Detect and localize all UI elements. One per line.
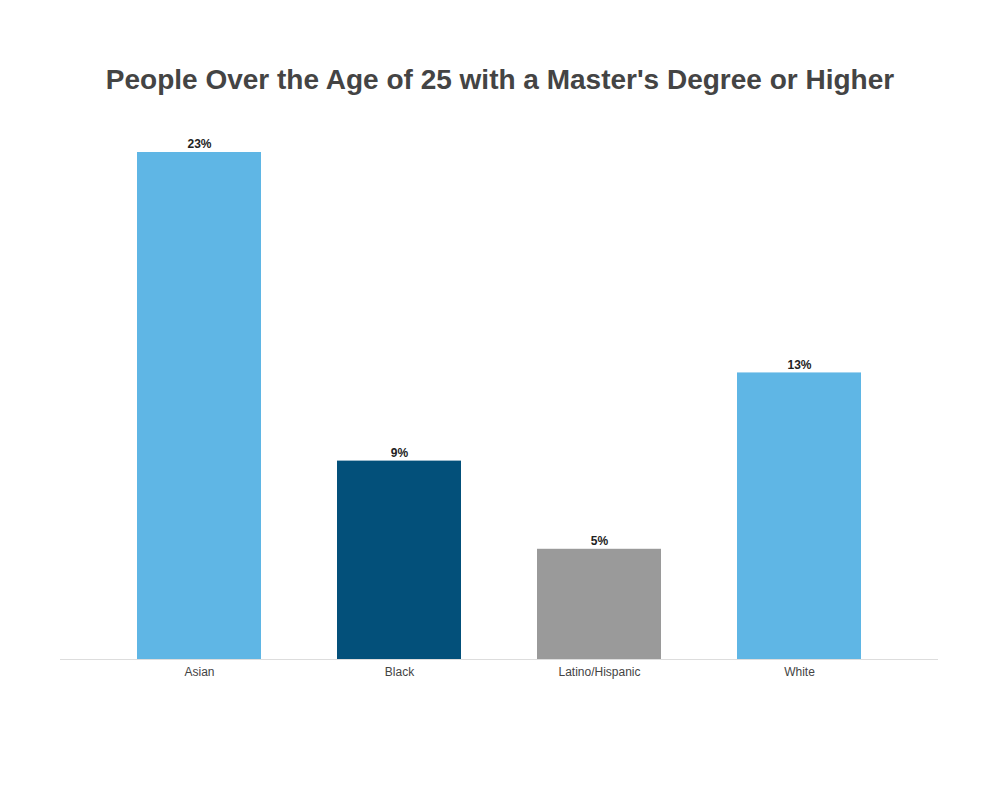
svg-text:White: White	[784, 665, 815, 679]
svg-text:5%: 5%	[591, 534, 609, 548]
svg-text:13%: 13%	[787, 358, 811, 372]
svg-text:Black: Black	[385, 665, 415, 679]
html-text:People Over the Age of 25 with: People Over the Age of 25 with a Master'…	[105, 64, 895, 95]
svg-text:Latino/Hispanic: Latino/Hispanic	[558, 665, 640, 679]
svg-text:Asian: Asian	[184, 665, 214, 679]
svg-text:9%: 9%	[391, 446, 409, 460]
svg-text:23%: 23%	[187, 137, 211, 151]
